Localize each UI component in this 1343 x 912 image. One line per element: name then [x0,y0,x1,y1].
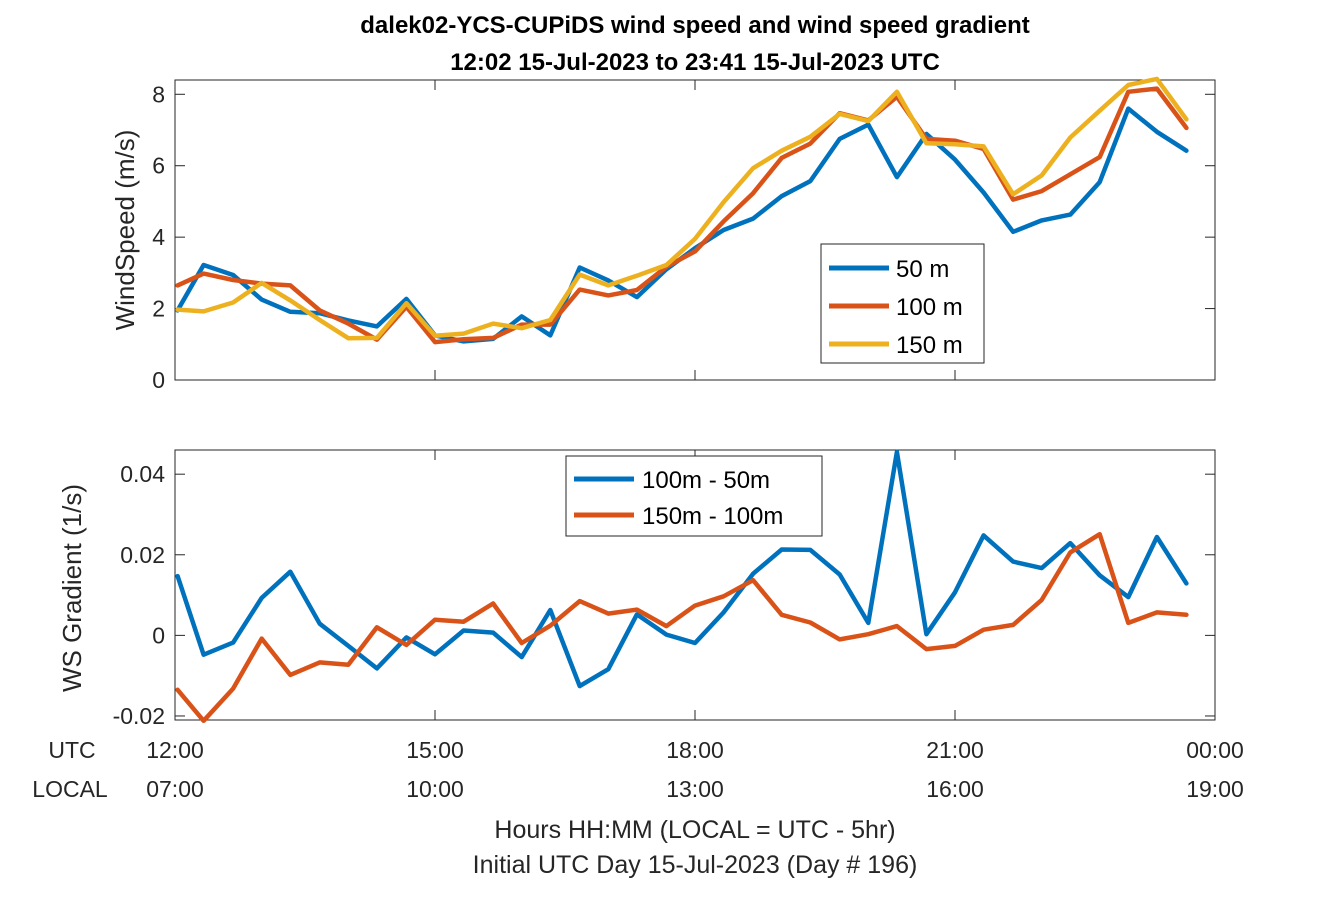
legend-label-100m: 100 m [896,294,963,321]
windspeed-y-axis-label: WindSpeed (m/s) [110,130,140,331]
gradient-y-tick-label: 0 [152,622,165,648]
x-axis-label-line2: Initial UTC Day 15-Jul-2023 (Day # 196) [473,851,918,879]
utc-tick-label: 00:00 [1186,737,1244,763]
gradient-plot: -0.02 0 0.02 0.04 WS Gradient (1/s) 100m - … [57,449,1216,729]
windspeed-series-line-2 [175,76,1189,341]
gradient-x-ticks [174,450,1216,720]
windspeed-y-tick-label: 2 [152,296,165,322]
gradient-series-line-1 [175,531,1189,724]
windspeed-y-tick-label: 6 [152,153,165,179]
windspeed-y-tick-label: 8 [152,81,165,107]
gradient-y-tick-label: 0.02 [120,542,165,568]
gradient-y-tick-label: -0.02 [113,703,165,729]
windspeed-y-tick-label: 4 [152,224,165,250]
local-tick-label: 13:00 [666,776,724,802]
windspeed-legend: 50 m 100 m 150 m [820,243,985,364]
gradient-series [175,449,1189,724]
legend-label-150m: 150 m [896,332,963,359]
utc-tick-label: 15:00 [406,737,464,763]
utc-row-label: UTC [48,737,95,763]
utc-tick-label: 12:00 [146,737,204,763]
utc-tick-label: 21:00 [926,737,984,763]
gradient-legend: 100m - 50m 150m - 100m [565,455,823,537]
utc-tick-labels: 12:00 15:00 18:00 21:00 00:00 [146,737,1244,763]
chart-title-line2: 12:02 15-Jul-2023 to 23:41 15-Jul-2023 U… [450,49,940,76]
legend-label-100m-50m: 100m - 50m [642,467,770,494]
windspeed-axes-box [174,79,1216,381]
windspeed-y-tick-label: 0 [152,367,165,393]
gradient-y-tick-label: 0.04 [120,461,165,487]
gradient-legend-box [565,455,823,537]
local-tick-labels: 07:00 10:00 13:00 16:00 19:00 [146,776,1244,802]
windspeed-x-ticks [174,80,1216,380]
legend-label-50m: 50 m [896,256,949,283]
utc-tick-label: 18:00 [666,737,724,763]
gradient-series-line-0 [175,449,1189,689]
gradient-y-axis-label: WS Gradient (1/s) [57,484,87,692]
local-tick-label: 07:00 [146,776,204,802]
windspeed-series [175,76,1189,345]
windspeed-series-line-1 [175,86,1189,345]
local-tick-label: 16:00 [926,776,984,802]
chart-title-line1: dalek02-YCS-CUPiDS wind speed and wind s… [360,12,1029,39]
gradient-y-ticks: -0.02 0 0.02 0.04 [113,461,1215,729]
x-axis-label-line1: Hours HH:MM (LOCAL = UTC - 5hr) [494,816,895,844]
local-tick-label: 10:00 [406,776,464,802]
windspeed-plot: 0 2 4 6 8 WindSpeed (m/s) 50 m 100 m 150 m [110,76,1216,393]
windspeed-y-ticks: 0 2 4 6 8 [152,81,1215,393]
legend-label-150m-100m: 150m - 100m [642,503,783,530]
local-tick-label: 19:00 [1186,776,1244,802]
local-row-label: LOCAL [32,776,108,802]
